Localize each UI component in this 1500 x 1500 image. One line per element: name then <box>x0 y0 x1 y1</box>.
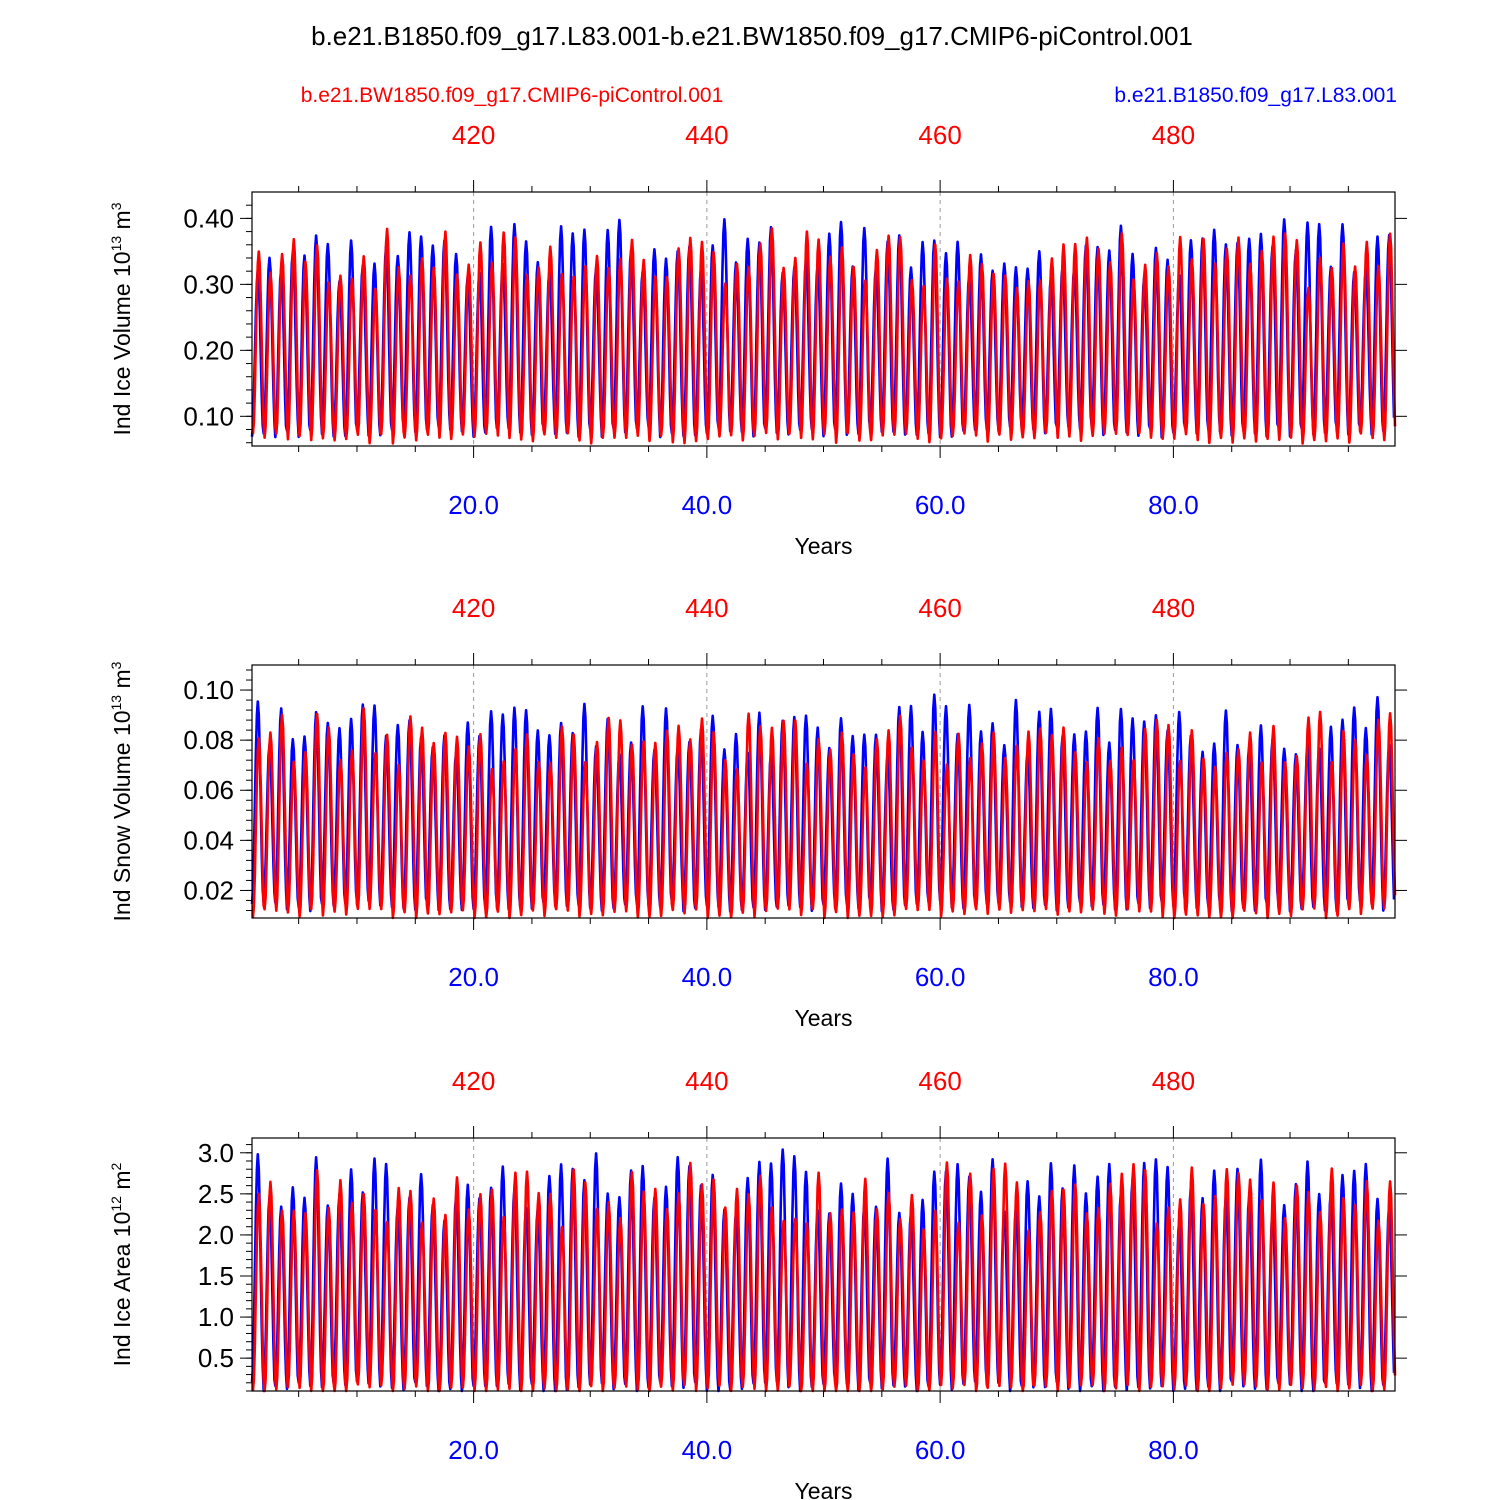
x-axis-label: Years <box>795 1478 853 1500</box>
y-tick-label: 0.02 <box>183 875 234 905</box>
y-tick-label: 3.0 <box>198 1138 234 1168</box>
x-tick-label-top: 420 <box>452 120 495 150</box>
chart-panel-2: 0.02 0.04 0.06 0.08 0.10 20.0 420 40.0 440 60.0 46… <box>108 593 1407 1031</box>
y-axis-label: Ind Ice Volume 1013 m3 <box>108 202 135 435</box>
x-tick-label-top: 440 <box>685 120 728 150</box>
chart-panel-3: 0.5 1.0 1.5 2.0 2.5 3.0 20.0 420 40.0 440 60.0 460 8… <box>108 1066 1407 1500</box>
x-tick-label-bottom: 40.0 <box>682 490 733 520</box>
x-tick-label-top: 460 <box>918 1066 961 1096</box>
series-line-red <box>251 1161 1397 1393</box>
x-tick-label-bottom: 40.0 <box>682 962 733 992</box>
y-tick-label: 2.0 <box>198 1220 234 1250</box>
y-tick-label: 1.0 <box>198 1302 234 1332</box>
y-tick-label: 0.5 <box>198 1343 234 1373</box>
legend-left-case: b.e21.BW1850.f09_g17.CMIP6-piControl.001 <box>301 84 724 107</box>
x-tick-label-bottom: 20.0 <box>448 1435 499 1465</box>
y-tick-label: 0.30 <box>183 269 234 299</box>
x-tick-label-bottom: 20.0 <box>448 490 499 520</box>
y-tick-label: 0.40 <box>183 203 234 233</box>
series-line-red <box>251 227 1397 445</box>
x-axis-label: Years <box>795 1005 853 1031</box>
x-tick-label-top: 440 <box>685 593 728 623</box>
chart-panel-1: 0.10 0.20 0.30 0.40 20.0 420 40.0 440 60.0 460 80.… <box>108 120 1407 559</box>
x-tick-label-bottom: 60.0 <box>915 490 966 520</box>
y-tick-label: 1.5 <box>198 1261 234 1291</box>
x-tick-label-top: 480 <box>1152 593 1195 623</box>
x-tick-label-top: 480 <box>1152 1066 1195 1096</box>
x-tick-label-bottom: 20.0 <box>448 962 499 992</box>
x-tick-label-bottom: 80.0 <box>1148 490 1199 520</box>
x-tick-label-bottom: 80.0 <box>1148 962 1199 992</box>
y-tick-label: 0.04 <box>183 825 234 855</box>
series-line-red <box>251 707 1397 920</box>
y-tick-label: 0.10 <box>183 401 234 431</box>
y-tick-label: 0.08 <box>183 725 234 755</box>
x-tick-label-top: 460 <box>918 120 961 150</box>
x-tick-label-bottom: 40.0 <box>682 1435 733 1465</box>
y-axis-label: Ind Ice Area 1012 m2 <box>108 1162 135 1366</box>
y-tick-label: 0.06 <box>183 775 234 805</box>
x-tick-label-top: 480 <box>1152 120 1195 150</box>
y-tick-label: 0.10 <box>183 675 234 705</box>
x-tick-label-bottom: 60.0 <box>915 962 966 992</box>
x-tick-label-bottom: 60.0 <box>915 1435 966 1465</box>
x-tick-label-top: 460 <box>918 593 961 623</box>
x-axis-label: Years <box>795 533 853 559</box>
y-tick-label: 0.20 <box>183 335 234 365</box>
legend-right-case: b.e21.B1850.f09_g17.L83.001 <box>1114 84 1397 107</box>
y-axis-label: Ind Snow Volume 1013 m3 <box>108 661 135 921</box>
x-tick-label-top: 420 <box>452 1066 495 1096</box>
x-tick-label-top: 420 <box>452 593 495 623</box>
y-tick-label: 2.5 <box>198 1179 234 1209</box>
figure-title: b.e21.B1850.f09_g17.L83.001-b.e21.BW1850… <box>311 21 1193 51</box>
x-tick-label-top: 440 <box>685 1066 728 1096</box>
x-tick-label-bottom: 80.0 <box>1148 1435 1199 1465</box>
